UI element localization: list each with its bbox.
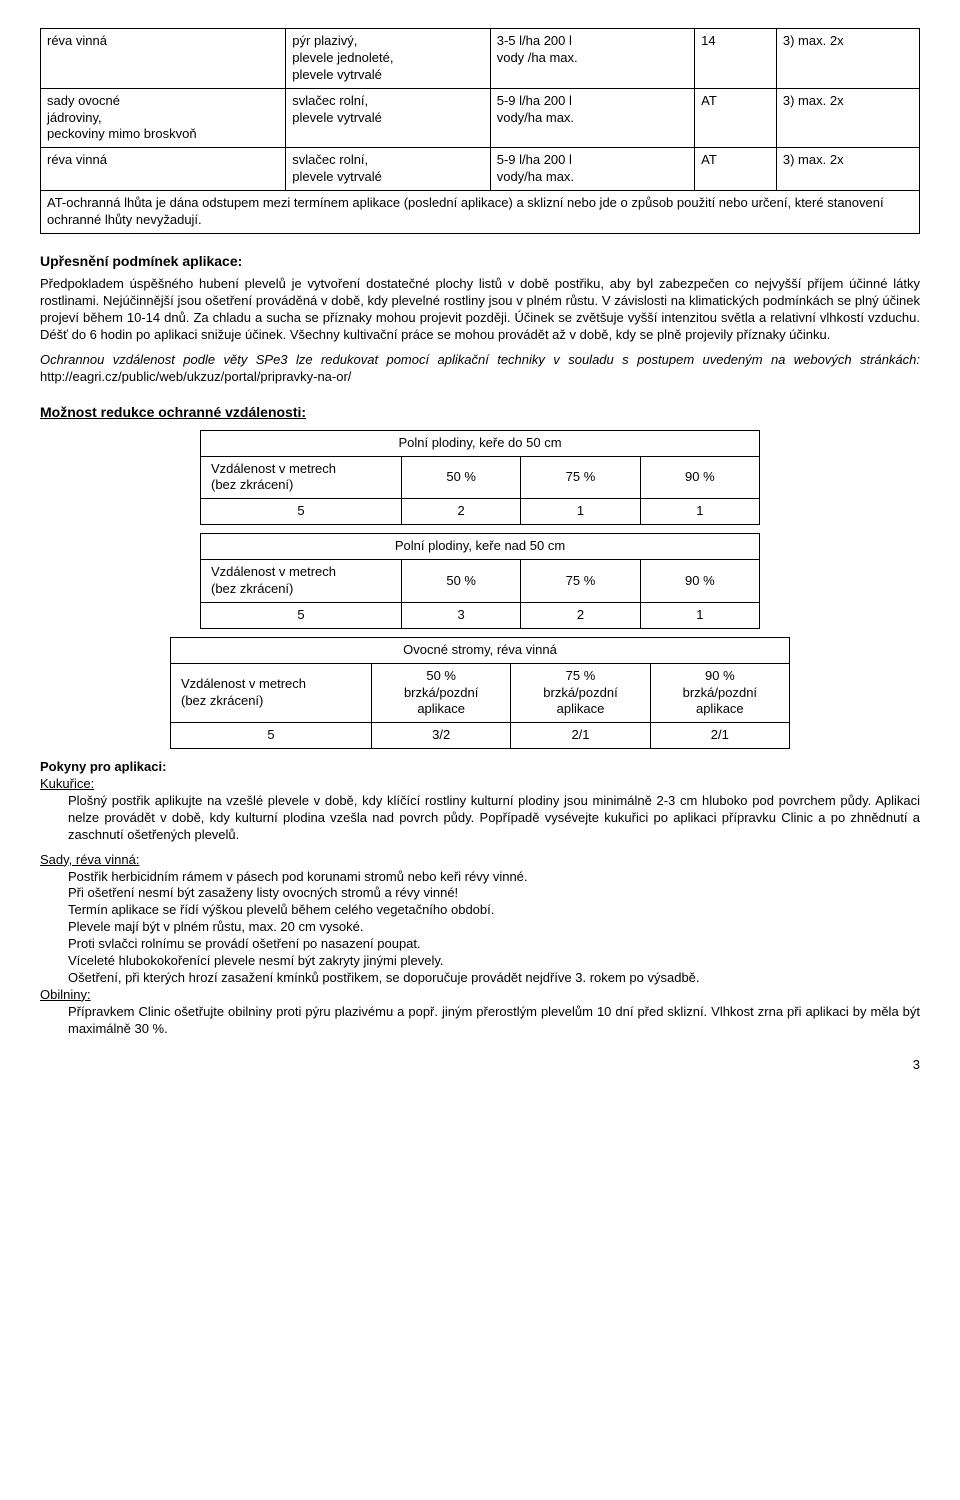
col-header: 50 % xyxy=(402,560,521,603)
cell: 5 xyxy=(171,723,372,749)
conditions-paragraph: Předpokladem úspěšného hubení plevelů je… xyxy=(40,276,920,344)
list-item: Při ošetření nesmí být zasaženy listy ov… xyxy=(68,885,920,902)
cell: 5 xyxy=(201,602,402,628)
weed-cell: pýr plazivý, plevele jednoleté, plevele … xyxy=(286,29,490,89)
interval-cell: AT xyxy=(695,88,777,148)
table-caption: Polní plodiny, keře nad 50 cm xyxy=(201,534,760,560)
col-header: 90 % brzká/pozdní aplikace xyxy=(650,663,789,723)
dose-cell: 5-9 l/ha 200 l vody/ha max. xyxy=(490,148,694,191)
reduction-note-url: http://eagri.cz/public/web/ukzuz/portal/… xyxy=(40,369,351,384)
note-cell: 3) max. 2x xyxy=(776,88,919,148)
note-cell: 3) max. 2x xyxy=(776,29,919,89)
table-row: réva vinná svlačec rolní, plevele vytrva… xyxy=(41,148,920,191)
cell: 3/2 xyxy=(372,723,511,749)
crop-cell: réva vinná xyxy=(41,148,286,191)
reduction-note: Ochrannou vzdálenost podle věty SPe3 lze… xyxy=(40,352,920,386)
dose-cell: 3-5 l/ha 200 l vody /ha max. xyxy=(490,29,694,89)
crop-cell: sady ovocné jádroviny, peckoviny mimo br… xyxy=(41,88,286,148)
cell: 2 xyxy=(521,602,640,628)
col-header: 50 % xyxy=(402,456,521,499)
section-heading-instructions: Pokyny pro aplikaci: xyxy=(40,759,920,776)
crop-cell: réva vinná xyxy=(41,29,286,89)
table-footnote: AT-ochranná lhůta je dána odstupem mezi … xyxy=(41,191,920,234)
col-header: 75 % xyxy=(521,560,640,603)
reduction-table-1: Polní plodiny, keře do 50 cm Vzdálenost … xyxy=(200,430,760,526)
crop-subheading-kukurice: Kukuřice: xyxy=(40,776,920,793)
section-heading-reduction: Možnost redukce ochranné vzdálenosti: xyxy=(40,403,920,421)
page-number: 3 xyxy=(40,1057,920,1074)
interval-cell: AT xyxy=(695,148,777,191)
col-header: 50 % brzká/pozdní aplikace xyxy=(372,663,511,723)
reduction-table-2: Polní plodiny, keře nad 50 cm Vzdálenost… xyxy=(200,533,760,629)
weed-cell: svlačec rolní, plevele vytrvalé xyxy=(286,148,490,191)
cell: 2 xyxy=(402,499,521,525)
cell: 2/1 xyxy=(650,723,789,749)
col-header: 75 % brzká/pozdní aplikace xyxy=(511,663,650,723)
obilniny-paragraph: Přípravkem Clinic ošetřujte obilniny pro… xyxy=(68,1004,920,1038)
table-caption: Ovocné stromy, réva vinná xyxy=(171,637,790,663)
list-item: Postřik herbicidním rámem v pásech pod k… xyxy=(68,869,920,886)
weed-cell: svlačec rolní, plevele vytrvalé xyxy=(286,88,490,148)
list-item: Termín aplikace se řídí výškou plevelů b… xyxy=(68,902,920,919)
sady-list: Postřik herbicidním rámem v pásech pod k… xyxy=(68,869,920,987)
col-header: 75 % xyxy=(521,456,640,499)
application-rates-table: réva vinná pýr plazivý, plevele jednolet… xyxy=(40,28,920,234)
table-footnote-row: AT-ochranná lhůta je dána odstupem mezi … xyxy=(41,191,920,234)
cell: 3 xyxy=(402,602,521,628)
table-row: réva vinná pýr plazivý, plevele jednolet… xyxy=(41,29,920,89)
reduction-table-3: Ovocné stromy, réva vinná Vzdálenost v m… xyxy=(170,637,790,749)
reduction-note-text: Ochrannou vzdálenost podle věty SPe3 lze… xyxy=(40,352,920,367)
kukurice-paragraph: Plošný postřik aplikujte na vzešlé pleve… xyxy=(68,793,920,844)
row-label: Vzdálenost v metrech (bez zkrácení) xyxy=(201,456,402,499)
interval-cell: 14 xyxy=(695,29,777,89)
dose-cell: 5-9 l/ha 200 l vody/ha max. xyxy=(490,88,694,148)
crop-subheading-obilniny: Obilniny: xyxy=(40,987,920,1004)
list-item: Ošetření, při kterých hrozí zasažení kmí… xyxy=(68,970,920,987)
list-item: Plevele mají být v plném růstu, max. 20 … xyxy=(68,919,920,936)
crop-subheading-sady: Sady, réva vinná: xyxy=(40,852,920,869)
cell: 5 xyxy=(201,499,402,525)
row-label: Vzdálenost v metrech (bez zkrácení) xyxy=(201,560,402,603)
note-cell: 3) max. 2x xyxy=(776,148,919,191)
col-header: 90 % xyxy=(640,456,759,499)
list-item: Víceleté hlubokokořenící plevele nesmí b… xyxy=(68,953,920,970)
cell: 1 xyxy=(521,499,640,525)
row-label: Vzdálenost v metrech (bez zkrácení) xyxy=(171,663,372,723)
col-header: 90 % xyxy=(640,560,759,603)
list-item: Proti svlačci rolnímu se provádí ošetřen… xyxy=(68,936,920,953)
cell: 1 xyxy=(640,499,759,525)
cell: 1 xyxy=(640,602,759,628)
table-caption: Polní plodiny, keře do 50 cm xyxy=(201,430,760,456)
table-row: sady ovocné jádroviny, peckoviny mimo br… xyxy=(41,88,920,148)
section-heading-conditions: Upřesnění podmínek aplikace: xyxy=(40,252,920,270)
cell: 2/1 xyxy=(511,723,650,749)
